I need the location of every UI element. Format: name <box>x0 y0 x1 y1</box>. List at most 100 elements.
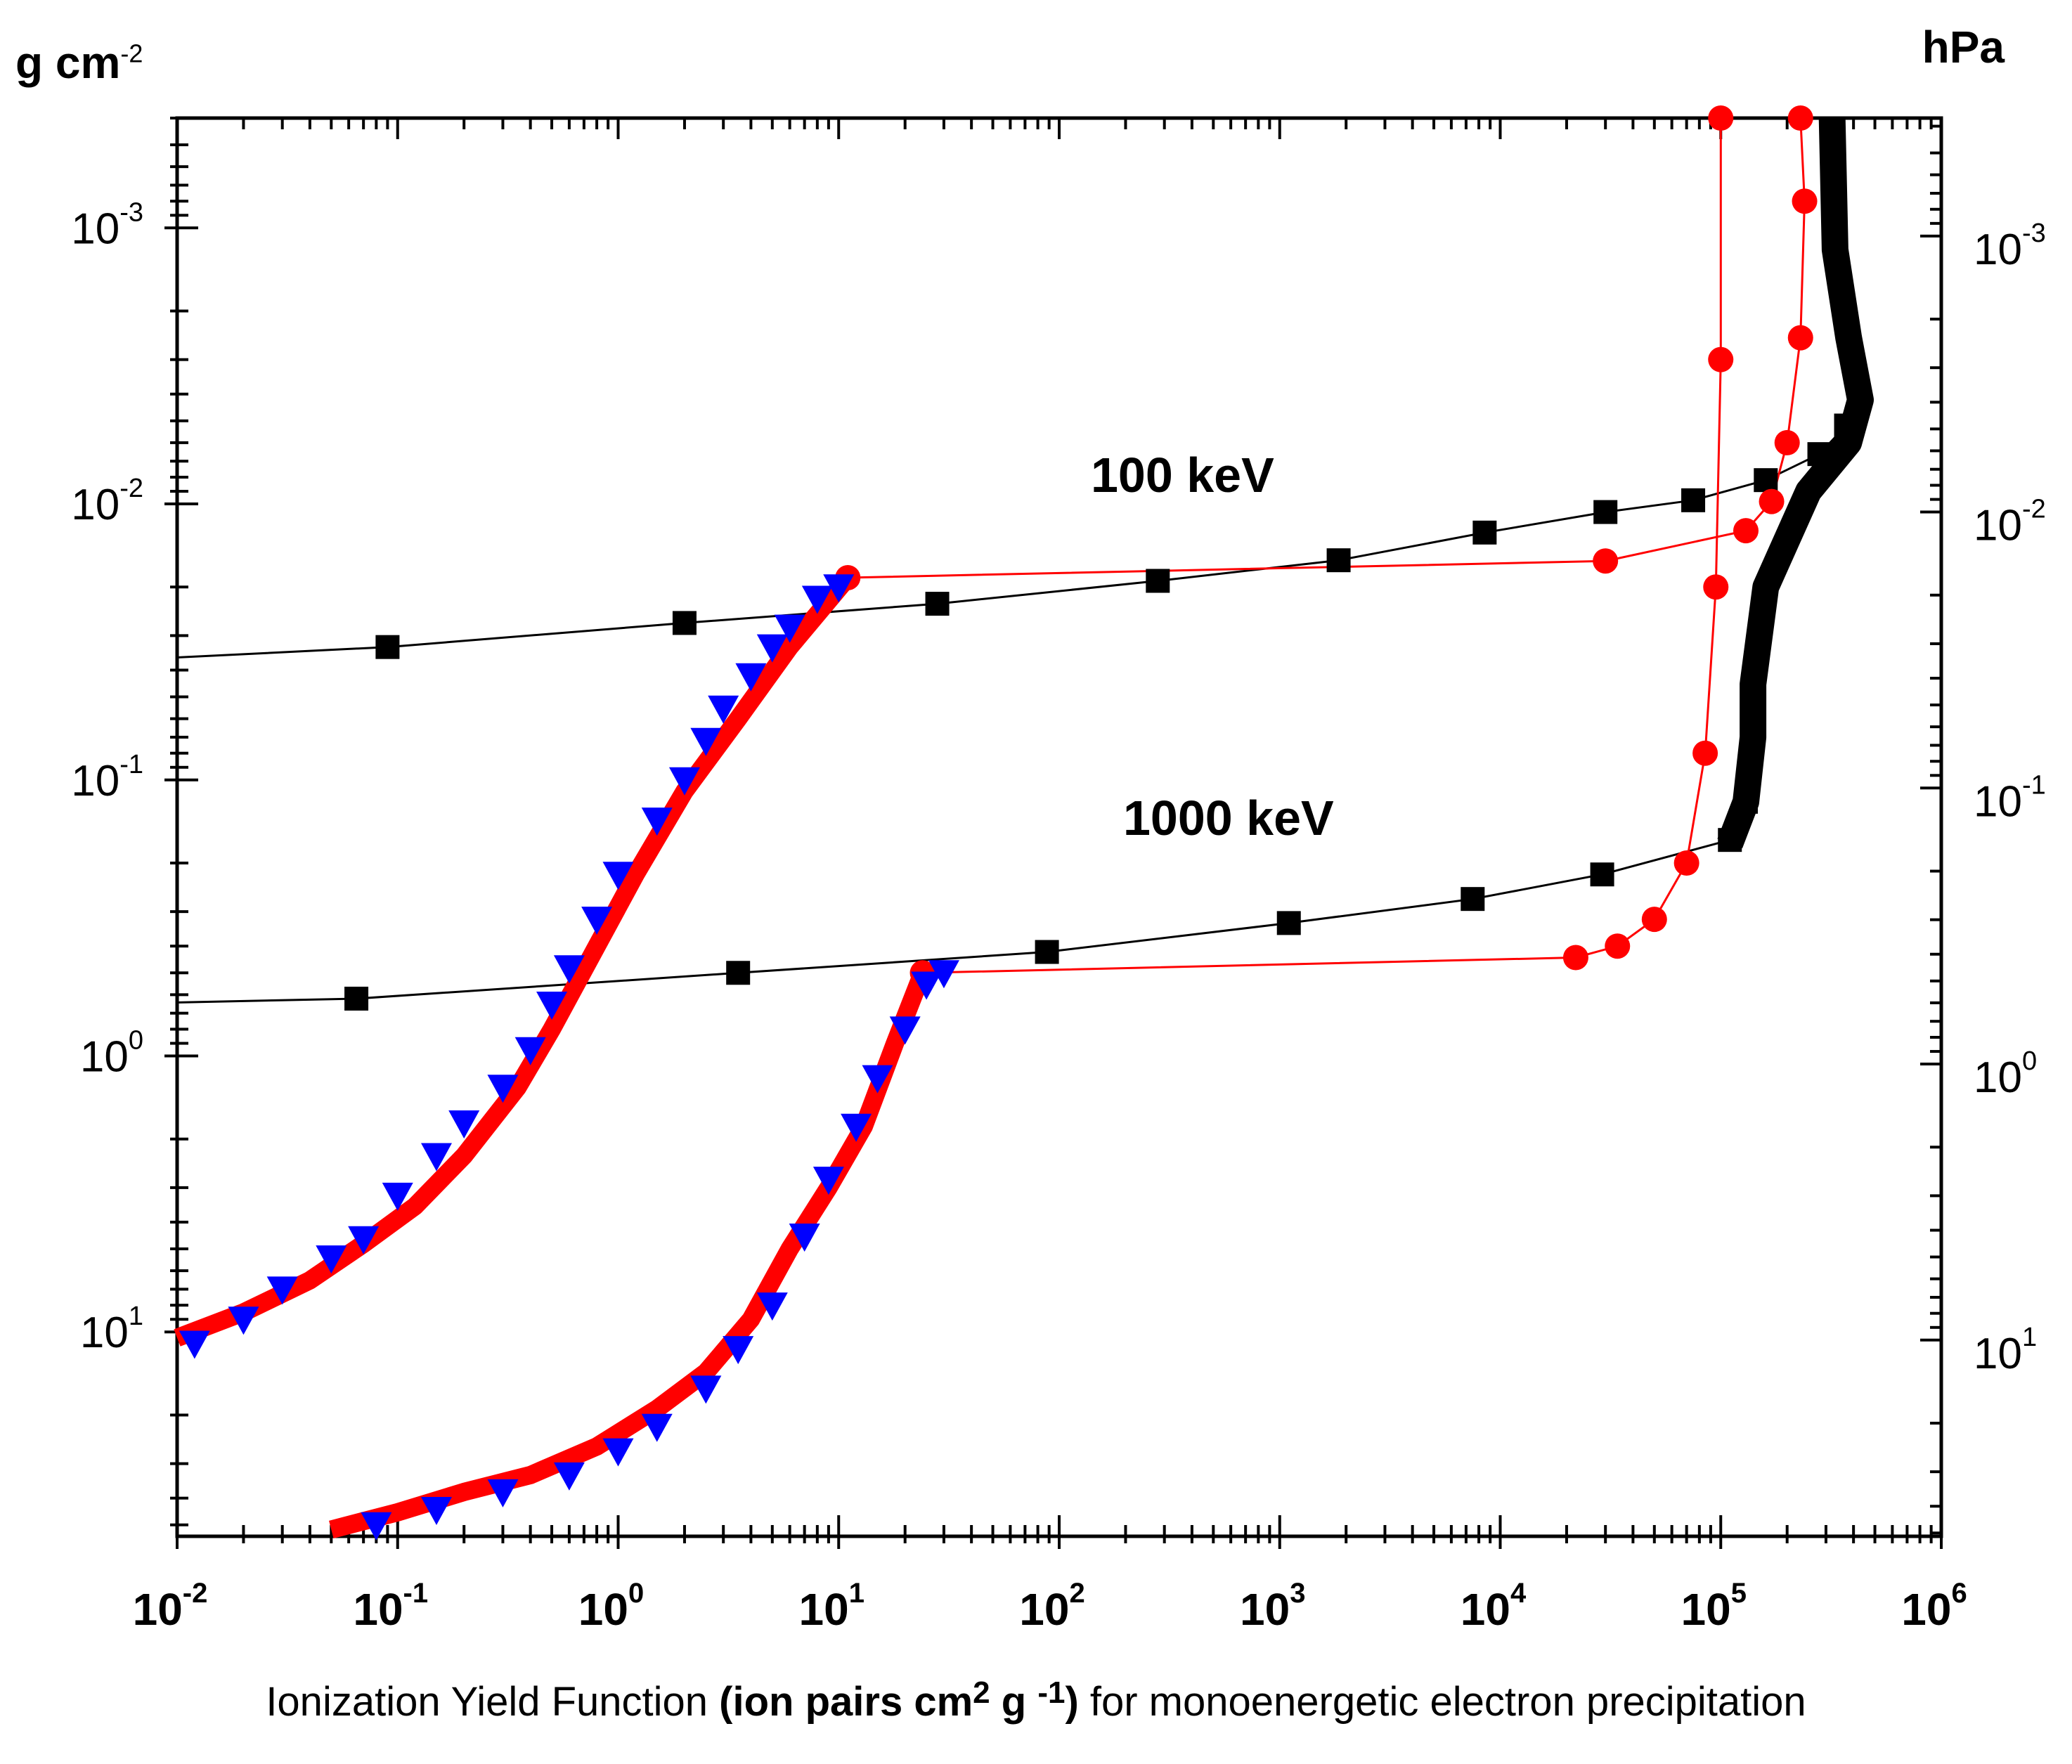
series-connector-1 <box>848 117 1806 579</box>
circle-marker <box>1787 325 1813 351</box>
circle-marker <box>1787 105 1813 131</box>
triangle-marker <box>668 767 700 796</box>
plot-frame <box>175 116 1943 1538</box>
triangle-marker <box>420 1143 452 1172</box>
triangle-marker <box>487 1075 519 1103</box>
y-axis-unit-right: hPa <box>1922 22 2005 72</box>
square-marker <box>672 611 697 635</box>
circle-marker <box>1792 188 1818 214</box>
triangle-marker <box>266 1276 298 1305</box>
triangle-marker <box>348 1226 380 1254</box>
square-marker <box>925 592 950 616</box>
square-marker <box>1834 413 1858 438</box>
triangle-marker <box>690 727 722 756</box>
circle-marker <box>1562 945 1588 971</box>
square-marker <box>1733 789 1758 814</box>
triangle-marker <box>487 1479 519 1507</box>
x-tick-label: 100 <box>578 1578 644 1635</box>
triangle-marker <box>361 1512 392 1541</box>
triangle-marker <box>641 808 673 836</box>
triangle-marker <box>448 1110 480 1139</box>
square-marker <box>1276 911 1301 935</box>
circle-marker <box>1733 518 1759 544</box>
triangle-marker <box>179 1330 210 1359</box>
triangle-marker <box>382 1182 413 1211</box>
x-axis-label: Ionization Yield Function (ion pairs cm2… <box>266 1675 1806 1725</box>
circle-marker <box>1692 740 1718 766</box>
square-marker <box>726 961 751 985</box>
square-marker <box>1718 828 1742 852</box>
y-tick-label-right: 100 <box>1974 1046 2037 1102</box>
square-marker <box>1681 488 1706 512</box>
y-tick-label-right: 10-2 <box>1974 495 2046 550</box>
circle-marker <box>1641 907 1667 933</box>
triangle-marker <box>420 1496 452 1525</box>
triangle-marker <box>708 695 739 724</box>
square-marker <box>344 986 369 1011</box>
triangle-marker <box>812 1167 844 1195</box>
x-tick-label: 101 <box>799 1578 865 1635</box>
series-connector-0 <box>176 424 1847 659</box>
circle-marker <box>1708 105 1734 131</box>
circle-marker <box>1759 488 1785 514</box>
triangle-marker <box>889 1016 921 1045</box>
triangle-marker <box>774 614 805 643</box>
square-marker <box>1326 548 1351 573</box>
square-marker <box>1590 862 1614 887</box>
series-line-8 <box>174 571 855 1347</box>
x-tick-label: 102 <box>1019 1578 1084 1635</box>
square-marker <box>1593 500 1618 524</box>
triangle-marker <box>553 1462 585 1491</box>
triangle-marker <box>690 1375 722 1404</box>
circle-marker <box>1673 850 1699 876</box>
square-marker <box>1807 442 1832 467</box>
triangle-marker <box>756 1292 788 1321</box>
circle-marker <box>1708 346 1734 372</box>
y-axis-unit-left: g cm-2 <box>15 37 143 88</box>
y-tick-label-right: 10-1 <box>1974 770 2046 826</box>
x-tick-label: 104 <box>1461 1578 1527 1635</box>
y-tick-label-left: 100 <box>80 1025 143 1081</box>
y-tick-label-left: 10-2 <box>71 474 143 529</box>
triangle-marker <box>602 862 634 890</box>
square-marker <box>375 635 400 659</box>
square-marker <box>1035 940 1059 964</box>
triangle-marker <box>862 1065 893 1094</box>
circle-marker <box>1774 429 1800 455</box>
triangle-marker <box>723 1336 754 1365</box>
square-marker <box>1472 520 1497 545</box>
x-tick-label: 10-1 <box>353 1578 428 1635</box>
x-tick-label: 105 <box>1681 1578 1747 1635</box>
triangle-marker <box>581 907 613 935</box>
y-tick-label-right: 10-3 <box>1974 219 2046 274</box>
triangle-marker <box>228 1306 259 1335</box>
y-tick-label-left: 10-3 <box>71 197 143 253</box>
square-marker <box>1754 468 1778 493</box>
triangle-marker <box>553 955 585 984</box>
triangle-marker <box>789 1224 820 1252</box>
annotation-label: 1000 keV <box>1123 791 1334 845</box>
circle-marker <box>1703 574 1729 600</box>
circle-marker <box>1593 548 1619 574</box>
triangle-marker <box>641 1413 673 1442</box>
triangle-marker <box>823 574 855 603</box>
triangle-marker <box>801 585 833 614</box>
y-tick-label-right: 101 <box>1974 1323 2037 1378</box>
square-marker <box>1146 569 1170 593</box>
square-marker <box>1461 887 1485 912</box>
triangle-marker <box>602 1438 634 1467</box>
x-tick-label: 10-2 <box>133 1578 208 1635</box>
triangle-marker <box>316 1245 347 1274</box>
triangle-marker <box>735 663 767 692</box>
triangle-marker <box>514 1037 546 1065</box>
triangle-marker <box>911 971 943 1000</box>
triangle-marker <box>928 960 959 989</box>
triangle-marker <box>756 634 788 663</box>
x-tick-label: 106 <box>1901 1578 1967 1635</box>
annotation-label: 100 keV <box>1091 448 1274 502</box>
series-line-2 <box>1717 117 1874 849</box>
triangle-marker <box>841 1113 872 1142</box>
y-tick-label-left: 10-1 <box>71 750 143 805</box>
y-tick-label-left: 101 <box>80 1302 143 1357</box>
